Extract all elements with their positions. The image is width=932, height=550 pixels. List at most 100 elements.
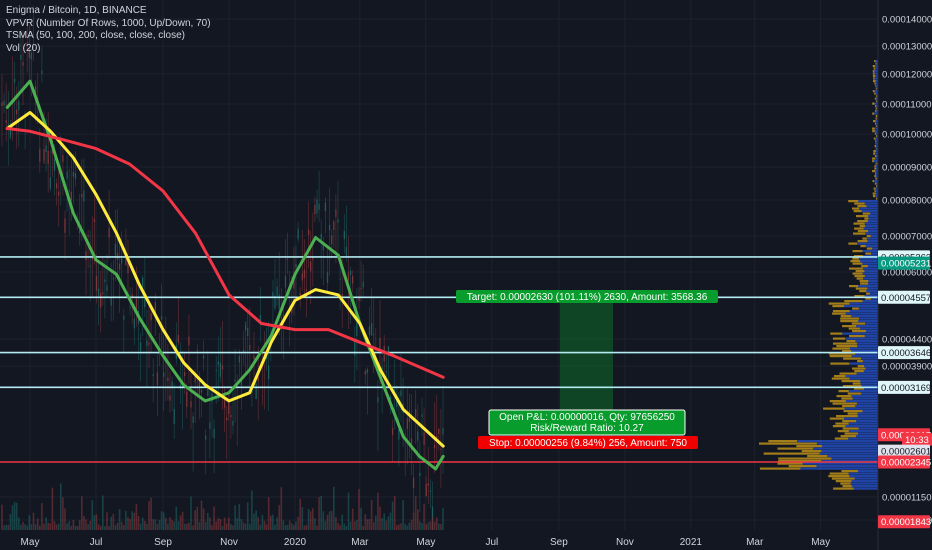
volume-bar: [144, 520, 146, 530]
volume-bar: [169, 517, 171, 530]
volume-profile-row-down: [832, 310, 850, 313]
volume-bar: [7, 524, 10, 530]
volume-profile-row-up: [863, 370, 878, 373]
volume-bar: [309, 511, 312, 530]
volume-profile-row-down: [872, 195, 876, 198]
volume-bar: [307, 509, 310, 530]
volume-profile-row-up: [861, 385, 878, 388]
candle-body: [360, 288, 362, 290]
indicator-vol[interactable]: Vol (20): [6, 42, 41, 54]
time-axis[interactable]: May Jul Sep Nov 2020 Mar May Jul Sep Nov 2021 Mar Ma…: [0, 530, 932, 550]
volume-profile-row-down: [759, 467, 801, 470]
volume-profile-row-up: [868, 282, 878, 285]
volume-bar: [139, 523, 142, 530]
candle-body: [215, 369, 217, 371]
volume-bar: [423, 503, 425, 530]
price-tick-label: 0.00009000: [882, 163, 932, 174]
price-tag-label: 0.00001843: [881, 517, 931, 528]
volume-bar: [412, 512, 415, 530]
volume-bar: [26, 525, 28, 530]
volume-bar: [162, 512, 165, 530]
volume-profile-row-up: [860, 260, 878, 263]
horizontal-price-lines[interactable]: [0, 256, 878, 463]
volume-profile-row-up: [855, 340, 878, 343]
volume-profile-row-down: [855, 270, 865, 273]
time-tick-label: Sep: [550, 537, 568, 548]
volume-bar: [72, 520, 75, 530]
candle-body: [297, 228, 299, 240]
volume-profile-row-up: [797, 440, 878, 443]
candle-body: [150, 313, 152, 321]
volume-profile-row-up: [875, 157, 878, 160]
volume-bar: [240, 519, 243, 530]
volume-bar: [232, 525, 234, 530]
candle-body: [328, 224, 331, 231]
volume-profile-row-up: [864, 335, 878, 338]
volume-profile-row-up: [845, 425, 878, 428]
volume-bar: [280, 487, 283, 530]
candle-body: [391, 428, 394, 435]
volume-bar: [5, 524, 7, 530]
volume-bar: [326, 514, 329, 530]
volume-profile-row-down: [874, 82, 876, 85]
position-labels[interactable]: Target: 0.00002630 (101.11%) 2630, Amoun…: [456, 290, 718, 449]
volume-profile-row-up: [867, 265, 878, 268]
volume-bar: [146, 523, 148, 530]
candle-body: [364, 370, 366, 375]
candle-body: [160, 316, 163, 320]
indicator-tsma[interactable]: TSMA (50, 100, 200, close, close, close): [6, 30, 185, 41]
volume-bar: [270, 515, 272, 530]
price-tag-label: 0.00002345: [881, 458, 931, 469]
volume-bar: [66, 523, 68, 530]
volume-profile-row-down: [832, 347, 850, 350]
candle-body: [20, 54, 22, 60]
candle-body: [43, 148, 45, 164]
candle-body: [95, 276, 98, 291]
volume-profile-row-up: [849, 347, 878, 350]
candle-body: [207, 387, 209, 397]
volume-profile-row-up: [858, 320, 878, 323]
volume-profile-row-down: [852, 382, 861, 385]
volume-bar: [15, 502, 18, 530]
volume-bar: [83, 515, 85, 530]
volume-profile-row-down: [829, 355, 852, 358]
volume-profile-row-up: [874, 130, 878, 133]
volume-profile-row-up: [857, 242, 878, 245]
candle-body: [9, 126, 12, 139]
volume-bar: [198, 522, 201, 530]
volume-bar: [116, 522, 119, 530]
candle-body: [412, 477, 415, 489]
candle-body: [13, 78, 16, 83]
candle-body: [440, 449, 442, 451]
volume-profile-row-up: [876, 125, 878, 128]
volume-profile-row-up: [857, 415, 878, 418]
candle-body: [49, 177, 51, 189]
candle-body: [171, 381, 173, 389]
volume-profile-row-down: [875, 185, 877, 188]
volume-profile-row-down: [857, 220, 868, 223]
volume-bar: [368, 519, 371, 530]
symbol-title[interactable]: Enigma / Bitcoin, 1D, BINANCE: [6, 5, 147, 16]
volume-profile-row-up: [816, 442, 878, 445]
volume-bar: [255, 510, 257, 530]
volume-bar: [24, 524, 26, 530]
volume-bar: [337, 522, 339, 530]
volume-profile-row-down: [860, 245, 866, 248]
volume-bar: [95, 514, 98, 530]
volume-profile-row-up: [875, 60, 878, 63]
volume-profile-row-down: [852, 262, 863, 265]
volume-bar: [230, 523, 232, 530]
candle-body: [406, 418, 408, 429]
volume-profile-row-up: [864, 365, 878, 368]
volume-bar: [402, 500, 404, 530]
indicator-vpvr[interactable]: VPVR (Number Of Rows, 1000, Up/Down, 70): [6, 17, 211, 29]
candle-body: [387, 346, 390, 356]
volume-profile-row-up: [842, 332, 878, 335]
candle-body: [93, 219, 96, 223]
volume-bar: [57, 523, 60, 530]
volume-profile-row-down: [874, 132, 877, 135]
candle-body: [259, 315, 261, 322]
volume-bar: [135, 504, 138, 530]
volume-profile-row-up: [870, 235, 878, 238]
